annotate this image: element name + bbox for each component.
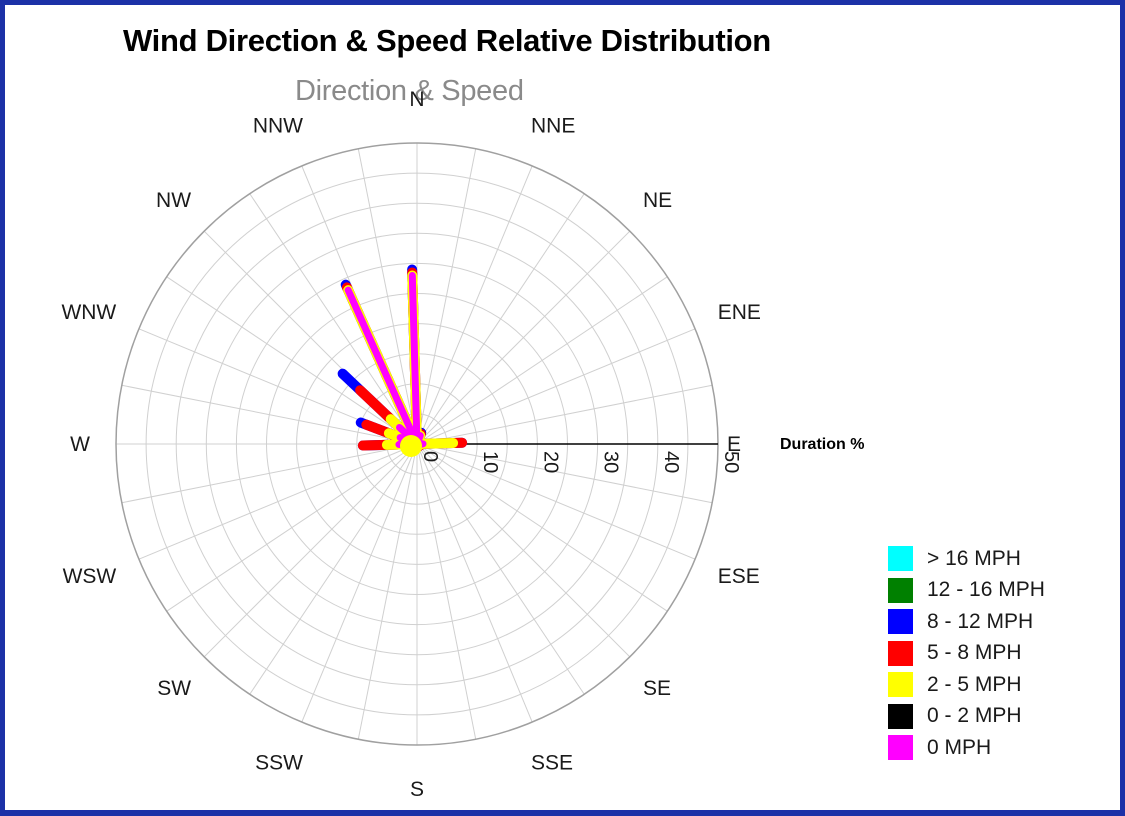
grid-spoke — [416, 165, 533, 445]
legend-swatch — [888, 703, 913, 729]
legend-label: > 16 MPH — [927, 546, 1021, 570]
grid-spoke — [416, 443, 713, 504]
legend-swatch — [888, 640, 913, 666]
radial-tick-label: 40 — [660, 451, 682, 473]
legend-item: 2 - 5 MPH — [888, 669, 1045, 701]
radial-tick-label: 0 — [419, 451, 441, 462]
direction-label-s: S — [410, 778, 424, 801]
grid-spoke — [249, 193, 418, 445]
grid-spoke — [357, 443, 418, 740]
legend-item: 8 - 12 MPH — [888, 606, 1045, 638]
grid-spoke — [416, 328, 696, 445]
legend-label: 2 - 5 MPH — [927, 672, 1022, 696]
grid-spoke — [301, 443, 418, 723]
grid-spoke — [416, 443, 696, 560]
direction-labels: N NNE NE ENE E ESE SE SSE S SSW SW WSW W WNW NW NNW — [61, 88, 760, 801]
direction-label-sw: SW — [157, 677, 191, 700]
direction-label-sse: SSE — [531, 752, 573, 775]
legend-label: 8 - 12 MPH — [927, 609, 1034, 633]
grid-spoke — [416, 148, 477, 445]
radial-tick-label: 10 — [479, 451, 501, 473]
legend: > 16 MPH 12 - 16 MPH 8 - 12 MPH 5 - 8 MPH 2 … — [888, 543, 1045, 764]
legend-item: 0 - 2 MPH — [888, 701, 1045, 733]
grid-spoke — [416, 443, 533, 723]
grid-spoke — [166, 443, 418, 612]
legend-label: 0 - 2 MPH — [927, 704, 1022, 728]
bar-n-0-mph — [408, 272, 421, 448]
direction-label-nw: NW — [156, 189, 191, 212]
grid-spoke — [416, 443, 477, 740]
legend-item: 0 MPH — [888, 732, 1045, 764]
radial-ticks: 0 10 20 30 40 50 — [419, 451, 742, 473]
legend-swatch — [888, 672, 913, 698]
direction-label-ssw: SSW — [255, 752, 303, 775]
chart-subtitle: Direction & Speed — [295, 75, 524, 107]
direction-label-ene: ENE — [718, 301, 761, 324]
radial-tick-label: 50 — [720, 451, 742, 473]
grid-spoke — [416, 230, 631, 445]
calm-center-blob — [400, 435, 422, 457]
legend-swatch — [888, 609, 913, 635]
direction-label-w: W — [70, 433, 90, 456]
grid-spoke — [249, 443, 418, 695]
bar-nnw-0-mph — [344, 286, 421, 448]
grid-spoke — [166, 276, 418, 445]
legend-swatch — [888, 577, 913, 603]
legend-swatch — [888, 546, 913, 572]
direction-label-nnw: NNW — [253, 114, 303, 137]
grid-spoke — [416, 443, 585, 695]
grid-spoke — [357, 148, 418, 445]
direction-label-wnw: WNW — [61, 301, 116, 324]
radial-axis-title: Duration % — [780, 436, 865, 453]
grid-spoke — [203, 443, 418, 658]
legend-item: > 16 MPH — [888, 543, 1045, 575]
legend-item: 12 - 16 MPH — [888, 575, 1045, 607]
grid-spoke — [416, 276, 668, 445]
legend-label: 12 - 16 MPH — [927, 578, 1045, 602]
radial-tick-label: 30 — [600, 451, 622, 473]
grid-spoke — [121, 384, 418, 445]
grid-spoke — [416, 443, 668, 612]
direction-label-ese: ESE — [718, 565, 760, 588]
radial-tick-label: 20 — [539, 451, 561, 473]
legend-label: 5 - 8 MPH — [927, 641, 1022, 665]
grid-spoke — [121, 443, 418, 504]
direction-label-e: E — [727, 433, 741, 456]
grid-spoke — [416, 443, 631, 658]
legend-label: 0 MPH — [927, 735, 992, 759]
direction-label-nne: NNE — [531, 114, 575, 137]
legend-swatch — [888, 735, 913, 761]
legend-item: 5 - 8 MPH — [888, 638, 1045, 670]
grid-spoke — [416, 193, 585, 445]
grid-spoke — [138, 443, 418, 560]
direction-label-wsw: WSW — [63, 565, 117, 588]
chart-title: Wind Direction & Speed Relative Distribu… — [123, 23, 771, 58]
wind-bars — [337, 264, 468, 457]
direction-label-se: SE — [643, 677, 671, 700]
direction-label-ne: NE — [643, 189, 672, 212]
direction-label-n: N — [409, 88, 424, 111]
grid-spoke — [416, 384, 713, 445]
